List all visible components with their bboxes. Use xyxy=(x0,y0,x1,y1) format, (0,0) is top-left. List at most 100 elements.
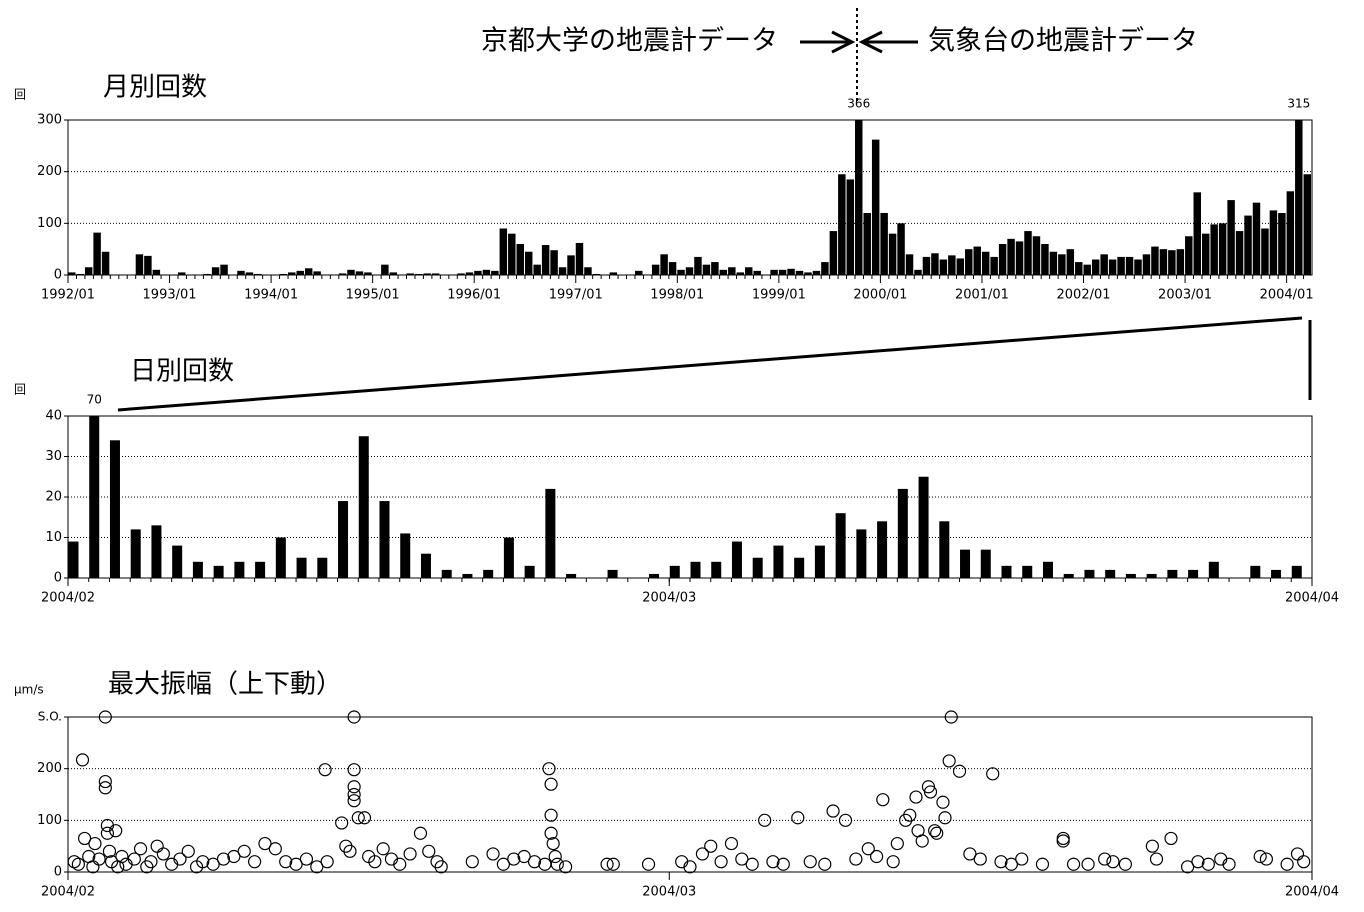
bar xyxy=(965,249,973,275)
bar xyxy=(431,273,440,275)
point xyxy=(886,855,900,869)
bar xyxy=(877,521,888,578)
bar xyxy=(1108,259,1117,275)
header-arrows xyxy=(800,30,918,54)
point xyxy=(196,855,210,869)
bar xyxy=(550,250,558,275)
bar xyxy=(1024,231,1032,275)
bar xyxy=(998,244,1007,275)
bar xyxy=(566,573,577,578)
point xyxy=(351,811,365,825)
point xyxy=(343,844,357,858)
bar xyxy=(1142,254,1151,275)
bar xyxy=(931,253,939,275)
bar xyxy=(812,270,821,275)
bar xyxy=(545,488,556,578)
value-label: 315 xyxy=(1287,97,1310,111)
bar xyxy=(871,139,880,275)
bar xyxy=(1015,241,1024,275)
x-tick-label: 1993/01 xyxy=(143,288,197,303)
bar xyxy=(355,271,364,275)
bar xyxy=(846,179,855,275)
bar xyxy=(234,561,245,578)
point xyxy=(544,826,558,840)
bar xyxy=(313,271,321,275)
point xyxy=(641,857,656,871)
bar xyxy=(483,569,494,578)
point xyxy=(75,753,90,767)
point xyxy=(1098,852,1112,866)
point xyxy=(550,857,564,871)
point xyxy=(71,857,85,871)
bar xyxy=(752,557,763,578)
bar xyxy=(1042,561,1053,578)
point xyxy=(544,808,558,822)
point xyxy=(944,710,958,724)
point xyxy=(102,844,117,858)
x-tick-label: 1995/01 xyxy=(346,288,400,303)
bar xyxy=(144,255,152,275)
bar xyxy=(135,254,144,275)
bar xyxy=(787,268,795,275)
bar xyxy=(1261,228,1269,275)
point xyxy=(347,780,361,794)
point xyxy=(318,763,332,777)
bar xyxy=(1286,191,1295,275)
bar xyxy=(773,545,784,578)
point xyxy=(1180,860,1195,874)
point xyxy=(98,774,112,789)
point xyxy=(144,855,158,869)
x-tick-label: 2004/01 xyxy=(1260,288,1314,303)
bar xyxy=(804,272,812,275)
bar xyxy=(1250,565,1261,578)
point xyxy=(156,847,170,861)
bar xyxy=(338,501,349,578)
bar xyxy=(1167,569,1178,578)
point xyxy=(803,855,817,869)
y-tick-label: 30 xyxy=(45,449,62,464)
bar xyxy=(1295,120,1303,275)
bar xyxy=(68,541,79,578)
bar xyxy=(288,272,296,275)
plot-frame xyxy=(67,119,1313,276)
bar xyxy=(414,273,423,275)
bar xyxy=(1227,200,1235,275)
point xyxy=(320,855,334,869)
point xyxy=(339,839,353,853)
point xyxy=(335,816,349,830)
point xyxy=(791,811,805,825)
x-tick-label: 2004/03 xyxy=(642,591,696,606)
bar xyxy=(423,273,431,275)
bar xyxy=(863,213,871,275)
bar xyxy=(567,255,575,275)
point xyxy=(86,860,100,874)
point xyxy=(1253,849,1267,864)
point xyxy=(876,793,890,807)
bar xyxy=(649,573,660,578)
point xyxy=(695,847,710,861)
bar xyxy=(474,270,482,275)
bar xyxy=(1022,565,1033,578)
point xyxy=(486,847,500,861)
bar xyxy=(1075,262,1083,275)
point xyxy=(527,855,542,869)
bar xyxy=(1201,233,1210,275)
point xyxy=(548,849,562,864)
point xyxy=(1004,857,1018,871)
bar xyxy=(1100,254,1108,275)
bar xyxy=(795,270,804,275)
point xyxy=(422,844,436,858)
bar xyxy=(533,264,541,275)
point xyxy=(818,857,832,871)
bar xyxy=(939,259,948,275)
bar xyxy=(711,561,722,578)
point xyxy=(430,855,444,869)
bar xyxy=(1244,215,1252,275)
bar xyxy=(905,254,914,275)
bar xyxy=(465,272,474,275)
point xyxy=(1056,831,1070,846)
header-right: 気象台の地震計データ xyxy=(928,26,1198,57)
point xyxy=(903,808,917,822)
point xyxy=(150,839,164,853)
bar xyxy=(245,272,254,275)
